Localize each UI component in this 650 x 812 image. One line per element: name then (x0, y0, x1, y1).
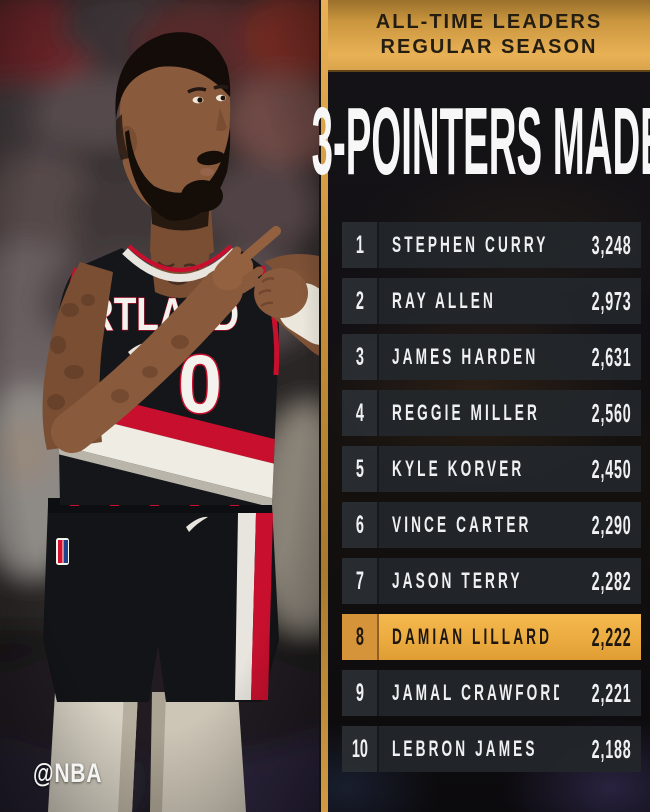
player-illustration: RTLAND 0 (0, 0, 319, 812)
leader-name: REGGIE MILLER (392, 400, 540, 425)
leader-name-cell: JASON TERRY (379, 558, 559, 604)
leader-rank: 10 (351, 734, 368, 763)
leader-rank-cell: 6 (342, 502, 379, 548)
leader-value: 2,188 (592, 734, 632, 764)
leader-name: DAMIAN LILLARD (392, 624, 553, 649)
player-photo: RTLAND 0 (0, 0, 319, 812)
leader-rank: 6 (355, 510, 364, 539)
leader-rank: 7 (355, 566, 364, 595)
leader-value: 2,222 (592, 622, 632, 652)
leader-name: JASON TERRY (392, 568, 523, 593)
leader-value-cell: 2,222 (559, 614, 641, 660)
leader-value-cell: 2,631 (559, 334, 641, 380)
leader-row: 8 DAMIAN LILLARD 2,222 (342, 614, 641, 660)
leader-name-cell: DAMIAN LILLARD (379, 614, 559, 660)
leader-rank: 8 (355, 622, 364, 651)
leader-value-cell: 2,290 (559, 502, 641, 548)
leader-row: 4 REGGIE MILLER 2,560 (342, 390, 641, 436)
leader-rank: 3 (355, 342, 364, 371)
leader-value: 2,973 (592, 286, 632, 316)
banner: ALL-TIME LEADERS REGULAR SEASON (328, 0, 650, 72)
leader-name-cell: STEPHEN CURRY (379, 222, 559, 268)
leader-name: LEBRON JAMES (392, 736, 538, 761)
nba-watermark: @NBA (33, 758, 103, 788)
leader-row: 10 LEBRON JAMES 2,188 (342, 726, 641, 772)
leader-row: 1 STEPHEN CURRY 3,248 (342, 222, 641, 268)
leader-row: 6 VINCE CARTER 2,290 (342, 502, 641, 548)
leader-row: 7 JASON TERRY 2,282 (342, 558, 641, 604)
leader-rank-cell: 3 (342, 334, 379, 380)
leader-name: RAY ALLEN (392, 288, 496, 313)
leader-name-cell: RAY ALLEN (379, 278, 559, 324)
leader-row: 2 RAY ALLEN 2,973 (342, 278, 641, 324)
leader-value: 2,631 (592, 342, 632, 372)
leader-rank-cell: 4 (342, 390, 379, 436)
panel-gold-stripe (319, 0, 328, 812)
photo-vignette (0, 0, 319, 812)
leader-rank: 9 (355, 678, 364, 707)
leaderboard-panel: ALL-TIME LEADERS REGULAR SEASON 3-POINTE… (312, 0, 650, 812)
leader-rank-cell: 5 (342, 446, 379, 492)
leader-value: 2,560 (592, 398, 632, 428)
leader-name: VINCE CARTER (392, 512, 532, 537)
leader-rank-cell: 9 (342, 670, 379, 716)
leader-value-cell: 2,973 (559, 278, 641, 324)
title-block: 3-POINTERS MADE (312, 72, 650, 222)
leader-rank-cell: 10 (342, 726, 379, 772)
leader-row: 3 JAMES HARDEN 2,631 (342, 334, 641, 380)
leaders-list: 1 STEPHEN CURRY 3,248 2 RAY ALLEN 2,973 … (328, 222, 650, 772)
leader-value: 2,450 (592, 454, 632, 484)
banner-line-1: ALL-TIME LEADERS (375, 11, 603, 33)
leader-row: 5 KYLE KORVER 2,450 (342, 446, 641, 492)
leader-value: 2,221 (592, 678, 632, 708)
leader-rank-cell: 8 (342, 614, 379, 660)
panel-content: ALL-TIME LEADERS REGULAR SEASON 3-POINTE… (312, 0, 650, 812)
leader-value-cell: 2,450 (559, 446, 641, 492)
leader-value: 3,248 (592, 230, 632, 260)
leader-rank: 2 (355, 286, 364, 315)
leader-value: 2,282 (592, 566, 632, 596)
leader-name: KYLE KORVER (392, 456, 525, 481)
leader-name-cell: REGGIE MILLER (379, 390, 559, 436)
leader-name-cell: VINCE CARTER (379, 502, 559, 548)
leader-rank: 1 (355, 230, 364, 259)
leader-value-cell: 2,560 (559, 390, 641, 436)
leader-value-cell: 3,248 (559, 222, 641, 268)
leader-value-cell: 2,221 (559, 670, 641, 716)
leader-value-cell: 2,282 (559, 558, 641, 604)
leader-name: STEPHEN CURRY (392, 232, 549, 257)
leader-rank-cell: 1 (342, 222, 379, 268)
leader-rank-cell: 2 (342, 278, 379, 324)
leader-rank: 4 (355, 398, 364, 427)
leader-name-cell: JAMAL CRAWFORD (379, 670, 559, 716)
leader-name-cell: LEBRON JAMES (379, 726, 559, 772)
leader-name-cell: JAMES HARDEN (379, 334, 559, 380)
leader-name-cell: KYLE KORVER (379, 446, 559, 492)
leader-row: 9 JAMAL CRAWFORD 2,221 (342, 670, 641, 716)
leader-rank-cell: 7 (342, 558, 379, 604)
leader-rank: 5 (355, 454, 364, 483)
leader-name: JAMAL CRAWFORD (392, 680, 560, 705)
leader-value: 2,290 (592, 510, 632, 540)
banner-line-2: REGULAR SEASON (380, 36, 598, 58)
leader-name: JAMES HARDEN (392, 344, 539, 369)
stat-title: 3-POINTERS MADE (311, 88, 650, 195)
leader-value-cell: 2,188 (559, 726, 641, 772)
